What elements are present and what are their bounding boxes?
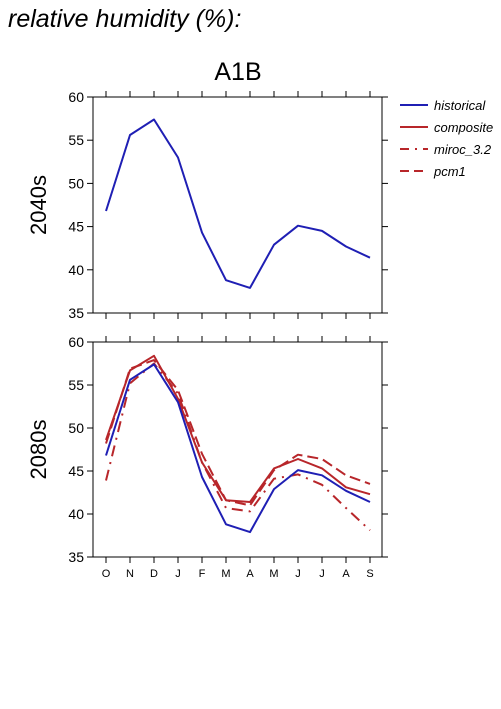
panel-2080s: 35 40 45 50 55 60 O N D J F M A M J J A S 2080s	[26, 334, 388, 580]
plot-frame	[92, 341, 383, 558]
y-tick-label: 50	[68, 420, 84, 436]
x-tick-label: J	[175, 568, 181, 580]
page-title: relative humidity (%):	[8, 5, 241, 33]
x-tick-label: S	[366, 568, 373, 580]
chart-panels: 35 40 45 50 55 60 2040s 35 40 45 50 55 60 O N D J F M A M J J A…	[26, 89, 388, 580]
y-tick-label: 35	[68, 305, 84, 321]
x-tick-label: N	[126, 568, 134, 580]
legend-item: historical	[400, 98, 486, 113]
y-tick-label: 40	[68, 506, 84, 522]
y-tick-label: 55	[68, 377, 84, 393]
legend-label: historical	[434, 98, 486, 113]
series-line-historical	[105, 363, 371, 534]
series-line-historical	[105, 118, 371, 289]
y-tick-label: 60	[68, 334, 84, 350]
legend-label: miroc_3.2	[434, 142, 492, 157]
y-tick-label: 50	[68, 175, 84, 191]
series-line-pcm1	[105, 359, 371, 507]
series-line-miroc-3-2	[105, 362, 371, 532]
y-tick-label: 60	[68, 89, 84, 105]
legend: historical composite miroc_3.2 pcm1	[400, 98, 493, 179]
x-tick-label: A	[342, 568, 350, 580]
x-tick-label: A	[246, 568, 254, 580]
legend-item: miroc_3.2	[400, 142, 492, 157]
y-tick-label: 55	[68, 132, 84, 148]
x-tick-label: O	[102, 568, 111, 580]
y-tick-label: 45	[68, 463, 84, 479]
series-line-composite	[105, 354, 371, 503]
panel-2040s: 35 40 45 50 55 60 2040s	[26, 89, 388, 321]
x-tick-label: F	[199, 568, 206, 580]
x-tick-label: J	[295, 568, 301, 580]
legend-item: pcm1	[400, 164, 466, 179]
x-tick-label: D	[150, 568, 158, 580]
x-tick-label: M	[269, 568, 278, 580]
legend-label: pcm1	[433, 164, 466, 179]
y-tick-label: 45	[68, 219, 84, 235]
legend-label: composite	[434, 120, 493, 135]
panel-label: 2080s	[26, 420, 51, 480]
y-tick-label: 35	[68, 549, 84, 565]
chart-title: A1B	[214, 58, 261, 86]
legend-item: composite	[400, 120, 493, 135]
y-tick-label: 40	[68, 262, 84, 278]
plot-frame	[92, 96, 383, 314]
x-tick-label: M	[221, 568, 230, 580]
x-tick-label: J	[319, 568, 325, 580]
panel-label: 2040s	[26, 175, 51, 235]
